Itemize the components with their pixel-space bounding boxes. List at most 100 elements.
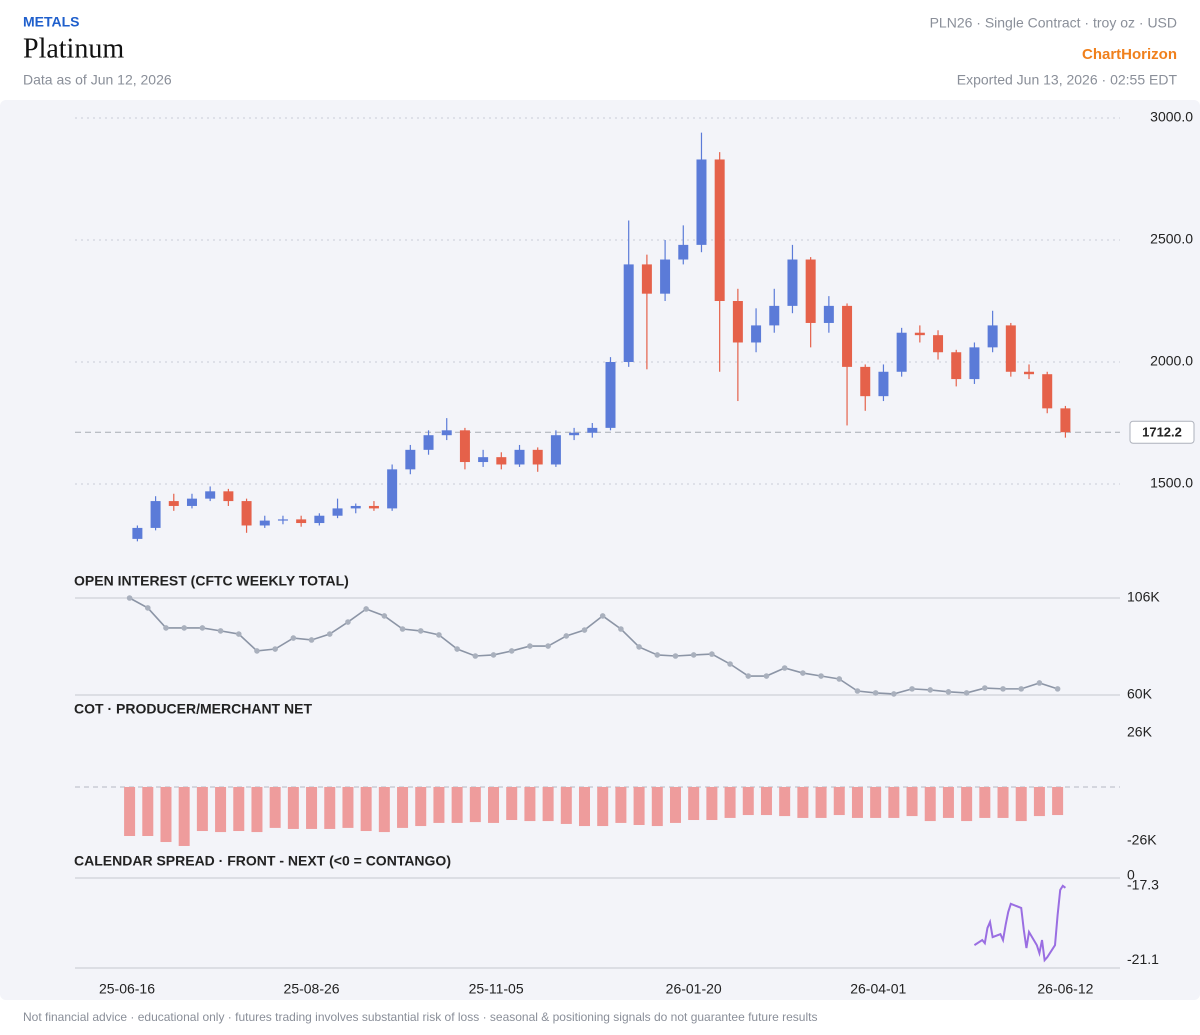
point bbox=[381, 613, 388, 619]
candle-body bbox=[1024, 371, 1035, 375]
point bbox=[181, 625, 187, 631]
point bbox=[727, 661, 733, 667]
x-tick-label: 26-01-20 bbox=[666, 981, 722, 997]
bar bbox=[979, 787, 991, 818]
bar bbox=[251, 787, 263, 833]
bar bbox=[142, 787, 154, 837]
y-tick-label: 3000.0 bbox=[1150, 109, 1193, 125]
bar bbox=[560, 787, 572, 824]
point bbox=[454, 646, 460, 652]
candle-body bbox=[241, 501, 252, 526]
point bbox=[563, 633, 570, 639]
point bbox=[254, 648, 260, 654]
last-price-box bbox=[1129, 420, 1195, 444]
candle-body bbox=[605, 362, 616, 428]
point bbox=[800, 670, 806, 676]
point bbox=[363, 606, 369, 612]
point bbox=[490, 652, 497, 658]
point bbox=[508, 648, 515, 654]
bar bbox=[851, 787, 863, 818]
bar bbox=[342, 787, 354, 828]
point bbox=[599, 613, 606, 619]
bar bbox=[942, 787, 954, 818]
bar bbox=[360, 787, 372, 832]
point bbox=[709, 651, 715, 657]
exported: Exported Jun 13, 2026 · 02:55 EDT bbox=[957, 72, 1178, 88]
bar bbox=[287, 787, 299, 829]
bar bbox=[378, 787, 390, 833]
point bbox=[472, 653, 479, 659]
candle-body bbox=[368, 505, 379, 509]
reference-label: 0 bbox=[1127, 867, 1135, 883]
point bbox=[963, 690, 970, 696]
point bbox=[891, 691, 897, 697]
bar bbox=[615, 787, 627, 823]
bar bbox=[724, 787, 736, 818]
point bbox=[854, 688, 861, 694]
panel-title: CALENDAR SPREAD · FRONT - NEXT (<0 = CON… bbox=[74, 853, 451, 869]
candle-body bbox=[696, 159, 707, 245]
candle-body bbox=[550, 435, 561, 465]
bar bbox=[651, 787, 663, 827]
point bbox=[836, 676, 843, 682]
candle-body bbox=[332, 508, 343, 516]
bar bbox=[306, 787, 318, 829]
bar bbox=[433, 787, 445, 823]
as-of: Data as of Jun 12, 2026 bbox=[23, 72, 172, 88]
point bbox=[982, 685, 988, 691]
candle-body bbox=[186, 498, 197, 506]
candle-body bbox=[823, 305, 834, 323]
point bbox=[144, 605, 151, 611]
bar bbox=[633, 787, 645, 825]
point bbox=[909, 686, 915, 692]
x-tick-label: 25-08-26 bbox=[284, 981, 340, 997]
x-tick-label: 25-06-16 bbox=[99, 981, 155, 997]
point bbox=[581, 627, 588, 633]
bar bbox=[506, 787, 518, 821]
point bbox=[1054, 686, 1061, 692]
point bbox=[545, 643, 551, 649]
y-tick-label: -17.3 bbox=[1127, 877, 1159, 893]
candle-body bbox=[769, 305, 780, 326]
y-tick-label: 2500.0 bbox=[1150, 231, 1193, 247]
candle-body bbox=[732, 301, 743, 343]
candle-body bbox=[933, 335, 944, 353]
candle-body bbox=[532, 449, 543, 465]
x-tick-label: 26-04-01 bbox=[850, 981, 906, 997]
point bbox=[945, 689, 952, 695]
candle-body bbox=[787, 259, 798, 306]
point bbox=[672, 653, 679, 659]
bar bbox=[542, 787, 554, 822]
bar bbox=[924, 787, 936, 822]
bar bbox=[488, 787, 500, 823]
bar bbox=[469, 787, 481, 823]
bar bbox=[779, 787, 791, 817]
point bbox=[272, 646, 278, 652]
point bbox=[417, 628, 424, 634]
candle-body bbox=[168, 501, 179, 506]
bar bbox=[415, 787, 427, 827]
bar bbox=[451, 787, 463, 823]
bar bbox=[524, 787, 536, 822]
point bbox=[872, 690, 879, 696]
bar bbox=[961, 787, 973, 822]
candle-body bbox=[678, 244, 689, 260]
point bbox=[326, 631, 333, 637]
bar bbox=[579, 787, 591, 827]
point bbox=[290, 635, 297, 641]
candle-body bbox=[951, 352, 962, 380]
candle-body bbox=[205, 491, 216, 499]
bar bbox=[1052, 787, 1064, 816]
point bbox=[618, 626, 624, 632]
bar bbox=[797, 787, 809, 818]
candle-body bbox=[896, 332, 907, 372]
point bbox=[1018, 686, 1025, 692]
candle-body bbox=[860, 366, 871, 397]
bar bbox=[1015, 787, 1027, 822]
candle-body bbox=[987, 325, 998, 348]
y-tick-label: 2000.0 bbox=[1150, 353, 1193, 369]
candle-body bbox=[459, 430, 470, 463]
bar bbox=[124, 787, 136, 837]
